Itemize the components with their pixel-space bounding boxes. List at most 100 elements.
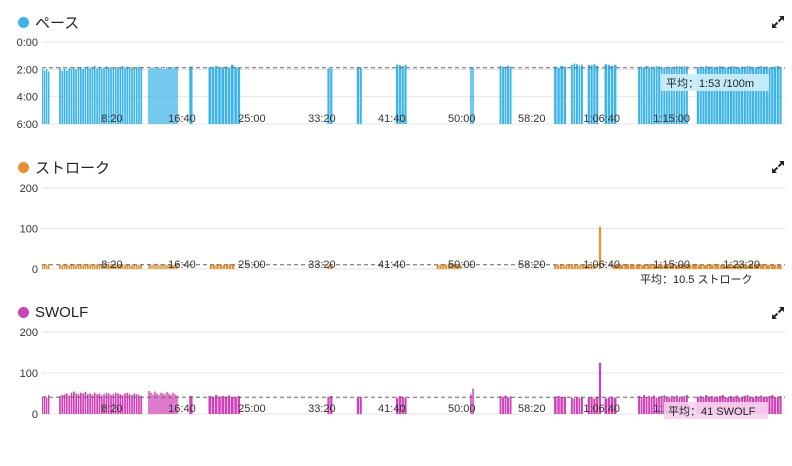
bar[interactable]	[578, 65, 581, 124]
bar[interactable]	[587, 397, 590, 414]
bar[interactable]	[87, 66, 89, 124]
bar[interactable]	[73, 391, 75, 415]
bar[interactable]	[640, 66, 643, 124]
pace-expand-icon[interactable]	[770, 14, 786, 30]
bar[interactable]	[683, 65, 686, 124]
bar[interactable]	[91, 395, 94, 414]
bar[interactable]	[404, 397, 407, 414]
bar[interactable]	[75, 393, 77, 415]
bar[interactable]	[680, 67, 683, 124]
bar[interactable]	[172, 392, 174, 414]
bar[interactable]	[170, 264, 172, 270]
bar[interactable]	[150, 68, 152, 124]
bar[interactable]	[596, 396, 599, 414]
bar[interactable]	[714, 264, 720, 269]
bar[interactable]	[126, 392, 129, 414]
bar[interactable]	[560, 65, 563, 124]
bar[interactable]	[61, 395, 64, 414]
bar[interactable]	[189, 396, 193, 414]
bar[interactable]	[587, 64, 590, 124]
bar[interactable]	[648, 396, 651, 414]
bar[interactable]	[222, 265, 226, 269]
bar[interactable]	[124, 67, 126, 125]
bar[interactable]	[128, 394, 131, 414]
bar[interactable]	[119, 264, 122, 270]
bar[interactable]	[565, 264, 568, 270]
bar[interactable]	[680, 264, 686, 270]
bar[interactable]	[359, 67, 362, 125]
bar[interactable]	[214, 65, 218, 124]
bar[interactable]	[124, 393, 126, 415]
bar[interactable]	[59, 396, 61, 414]
bar[interactable]	[214, 395, 218, 414]
bar[interactable]	[568, 265, 571, 269]
bar[interactable]	[135, 67, 138, 125]
bar[interactable]	[105, 66, 108, 124]
bar[interactable]	[691, 264, 697, 269]
bar[interactable]	[89, 264, 91, 270]
bar[interactable]	[174, 394, 176, 414]
bar[interactable]	[658, 66, 661, 124]
bar[interactable]	[401, 396, 404, 414]
bar[interactable]	[156, 264, 158, 270]
bar[interactable]	[61, 265, 64, 269]
bar[interactable]	[768, 67, 771, 125]
bar[interactable]	[70, 263, 73, 269]
bar[interactable]	[100, 68, 103, 124]
bar[interactable]	[472, 67, 474, 125]
bar[interactable]	[112, 68, 115, 124]
bar[interactable]	[765, 66, 768, 124]
bar[interactable]	[563, 396, 567, 414]
bar[interactable]	[107, 393, 110, 415]
bar[interactable]	[117, 67, 119, 124]
bar[interactable]	[227, 395, 231, 415]
bar[interactable]	[42, 265, 44, 269]
bar[interactable]	[447, 265, 450, 269]
bar[interactable]	[172, 265, 174, 269]
bar[interactable]	[442, 264, 445, 269]
bar[interactable]	[166, 391, 168, 414]
bar[interactable]	[234, 67, 237, 124]
bar[interactable]	[124, 264, 126, 270]
bar[interactable]	[158, 395, 160, 414]
bar[interactable]	[650, 396, 653, 414]
bar[interactable]	[509, 66, 512, 124]
bar[interactable]	[593, 64, 596, 124]
bar[interactable]	[612, 265, 618, 269]
bar[interactable]	[613, 64, 617, 124]
bar[interactable]	[168, 67, 170, 125]
bar[interactable]	[590, 65, 593, 124]
bar[interactable]	[590, 396, 593, 414]
bar[interactable]	[735, 67, 738, 124]
bar[interactable]	[776, 66, 779, 124]
bar[interactable]	[396, 397, 399, 414]
bar[interactable]	[576, 396, 578, 414]
bar[interactable]	[158, 67, 160, 125]
bar[interactable]	[82, 393, 84, 415]
bar[interactable]	[219, 264, 222, 270]
bar[interactable]	[327, 265, 330, 269]
bar[interactable]	[751, 67, 755, 124]
bar[interactable]	[154, 68, 156, 124]
bar[interactable]	[231, 64, 234, 124]
bar[interactable]	[776, 265, 782, 269]
bar[interactable]	[404, 64, 407, 124]
bar[interactable]	[89, 393, 91, 415]
bar[interactable]	[234, 396, 237, 414]
bar[interactable]	[231, 265, 235, 269]
bar[interactable]	[507, 65, 509, 124]
bar[interactable]	[754, 264, 759, 270]
bar[interactable]	[658, 265, 663, 269]
bar[interactable]	[327, 68, 330, 124]
bar[interactable]	[713, 67, 716, 125]
bar[interactable]	[573, 264, 576, 270]
bar[interactable]	[504, 67, 507, 124]
bar[interactable]	[596, 65, 599, 124]
bar[interactable]	[68, 265, 71, 269]
bar[interactable]	[573, 63, 576, 124]
bar[interactable]	[128, 68, 131, 124]
bar[interactable]	[84, 265, 87, 269]
bar[interactable]	[63, 394, 66, 414]
bar[interactable]	[356, 397, 359, 414]
bar[interactable]	[138, 66, 140, 124]
